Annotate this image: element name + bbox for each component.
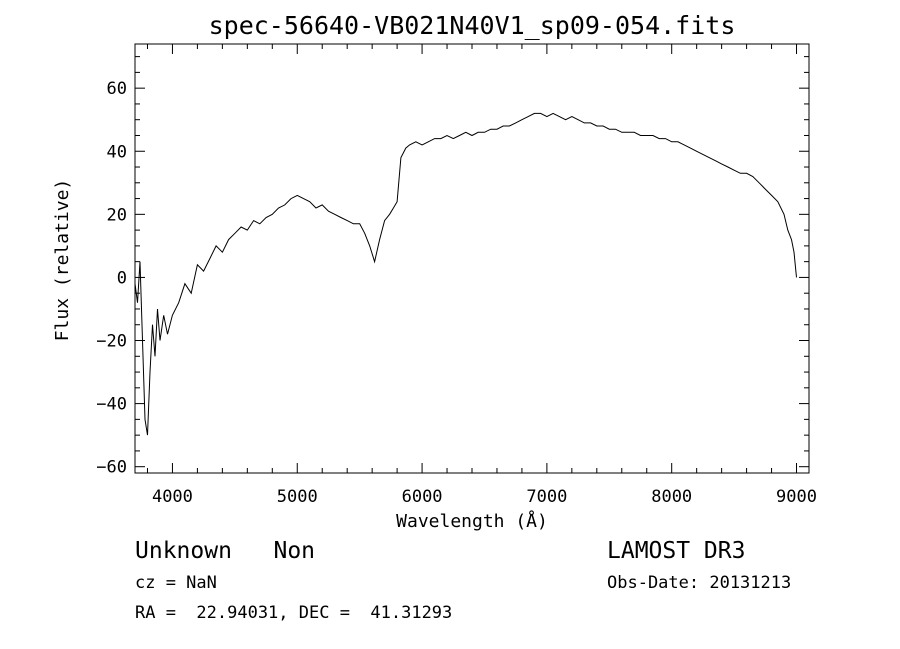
x-tick-label: 5000 xyxy=(277,487,318,507)
plot-frame xyxy=(134,43,810,474)
object-class-label: Unknown Non xyxy=(135,538,316,564)
chart-title: spec-56640-VB021N40V1_sp09-054.fits xyxy=(209,11,736,40)
y-tick-labels: −60 −40 −20 0 20 40 60 xyxy=(96,79,127,478)
redshift-label: cz = NaN xyxy=(135,573,217,593)
survey-label: LAMOST DR3 xyxy=(607,538,746,564)
spectrum-series-line xyxy=(134,112,797,436)
x-tick-label: 7000 xyxy=(526,487,567,507)
y-axis-label: Flux (relative) xyxy=(52,179,73,342)
y-tick-label: −40 xyxy=(96,395,127,415)
spectrum-layer xyxy=(134,112,797,436)
y-tick-label: −20 xyxy=(96,332,127,352)
x-axis-label: Wavelength (Å) xyxy=(396,510,548,532)
x-tick-label: 4000 xyxy=(152,487,193,507)
x-tick-label: 9000 xyxy=(776,487,817,507)
y-tick-marks xyxy=(135,56,809,468)
y-tick-label: 0 xyxy=(117,268,127,288)
x-tick-marks xyxy=(146,44,798,473)
x-tick-label: 6000 xyxy=(402,487,443,507)
y-tick-label: 60 xyxy=(107,79,127,99)
y-tick-label: 40 xyxy=(107,142,127,162)
obs-date-label: Obs-Date: 20131213 xyxy=(607,573,792,593)
x-tick-labels: 4000 5000 6000 7000 8000 9000 xyxy=(152,487,817,507)
coordinates-label: RA = 22.94031, DEC = 41.31293 xyxy=(135,603,453,623)
y-tick-label: 20 xyxy=(107,205,127,225)
x-tick-label: 8000 xyxy=(651,487,692,507)
y-tick-label: −60 xyxy=(96,458,127,478)
